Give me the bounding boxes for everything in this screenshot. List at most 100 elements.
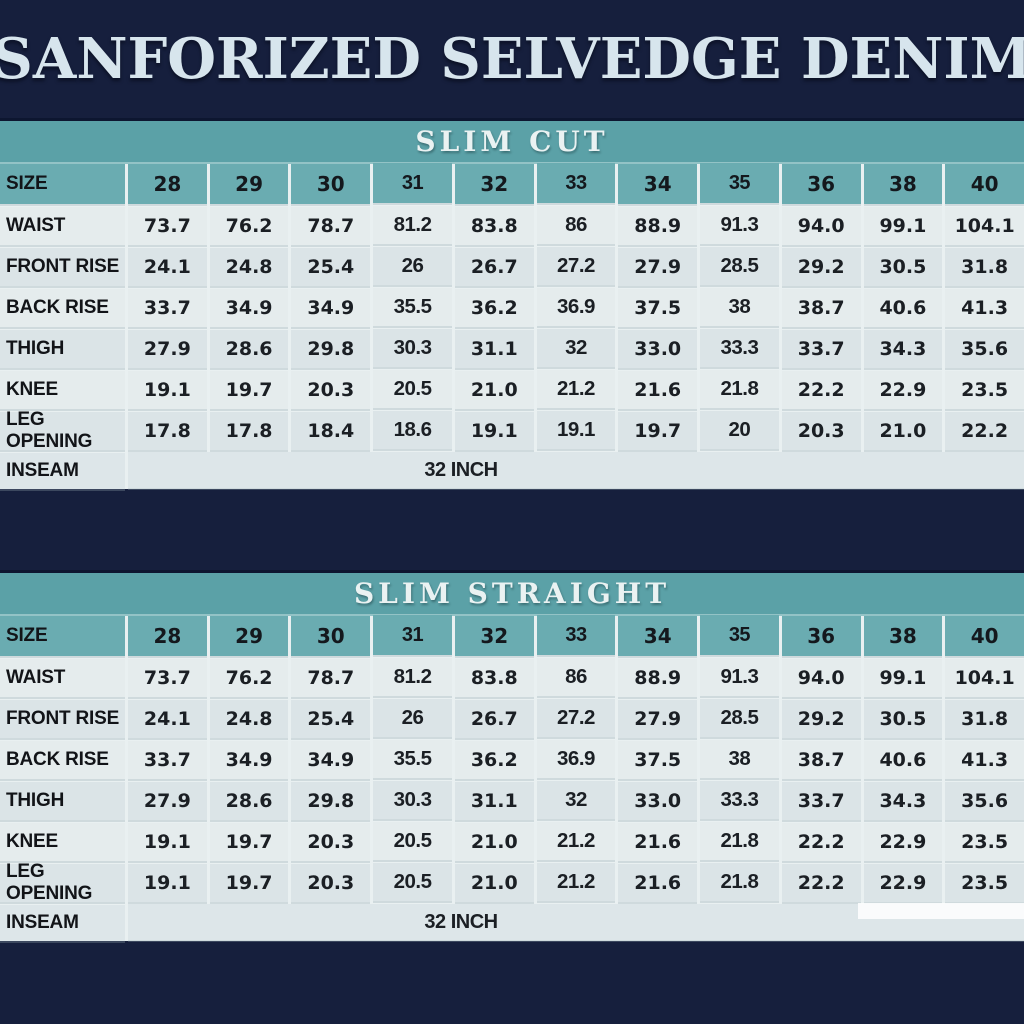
value-cell: 20.3 xyxy=(291,864,371,902)
value-cell: 17.8 xyxy=(209,412,289,450)
slim-cut-table: SLIM CUT SIZE 28 29 30 31 32 33 34 35 36 38 40 WAIST… xyxy=(0,118,1024,489)
value-cell: 22.9 xyxy=(863,371,943,409)
row-label: LEG OPENING xyxy=(0,861,125,904)
value-cell: 83.8 xyxy=(454,207,534,245)
value-cell: 86 xyxy=(536,658,616,696)
value-cell: 19.1 xyxy=(128,823,207,861)
value-cell: 20 xyxy=(700,411,779,449)
size-row-label: SIZE xyxy=(0,164,125,204)
value-cell: 35.5 xyxy=(373,288,452,326)
value-cell: 40.6 xyxy=(863,741,943,779)
size-header-cell: 35 xyxy=(700,163,779,203)
value-cell: 23.5 xyxy=(945,371,1024,409)
value-cell: 35.6 xyxy=(945,330,1024,368)
value-cell: 24.1 xyxy=(128,248,207,286)
value-cell: 21.0 xyxy=(454,864,534,902)
value-cell: 36.9 xyxy=(536,740,616,778)
value-cell: 19.1 xyxy=(536,411,616,449)
size-header-cell: 31 xyxy=(373,615,452,655)
size-header-cell: 38 xyxy=(863,164,943,204)
value-cell: 91.3 xyxy=(700,658,779,696)
value-cell: 21.8 xyxy=(700,370,779,408)
value-cell: 20.3 xyxy=(781,412,861,450)
size-header-cell: 35 xyxy=(700,615,779,655)
size-header-cell: 36 xyxy=(781,164,861,204)
value-cell: 34.3 xyxy=(863,782,943,820)
size-header-cell: 32 xyxy=(454,616,534,656)
row-label: FRONT RISE xyxy=(0,700,125,738)
value-cell: 26 xyxy=(373,247,452,285)
row-label: WAIST xyxy=(0,207,125,245)
value-cell: 37.5 xyxy=(618,741,698,779)
value-cell: 27.9 xyxy=(128,330,207,368)
value-cell: 21.2 xyxy=(536,863,616,901)
value-cell: 28.6 xyxy=(209,330,289,368)
value-cell: 20.3 xyxy=(291,371,371,409)
value-cell: 78.7 xyxy=(291,207,371,245)
value-cell: 73.7 xyxy=(128,659,207,697)
value-cell: 36.2 xyxy=(454,741,534,779)
size-header-cell: 33 xyxy=(536,163,616,203)
value-cell: 32 xyxy=(536,781,616,819)
slim-cut-title-band: SLIM CUT xyxy=(0,121,1024,164)
value-cell: 38 xyxy=(700,288,779,326)
slim-straight-title-band: SLIM STRAIGHT xyxy=(0,573,1024,616)
value-cell: 99.1 xyxy=(863,659,943,697)
value-cell: 27.9 xyxy=(618,700,698,738)
size-header-cell: 30 xyxy=(291,616,371,656)
value-cell: 19.1 xyxy=(128,371,207,409)
value-cell: 99.1 xyxy=(863,207,943,245)
value-cell: 31.1 xyxy=(454,330,534,368)
value-cell: 34.9 xyxy=(209,741,289,779)
size-header-cell: 34 xyxy=(618,616,698,656)
value-cell: 21.2 xyxy=(536,370,616,408)
value-cell: 34.3 xyxy=(863,330,943,368)
value-cell: 88.9 xyxy=(618,207,698,245)
value-cell: 38.7 xyxy=(781,289,861,327)
inseam-label: INSEAM xyxy=(0,905,125,941)
value-cell: 18.4 xyxy=(291,412,371,450)
value-cell: 26 xyxy=(373,699,452,737)
value-cell: 31.1 xyxy=(454,782,534,820)
value-cell: 76.2 xyxy=(209,207,289,245)
value-cell: 29.2 xyxy=(781,248,861,286)
row-label: THIGH xyxy=(0,330,125,368)
row-label: KNEE xyxy=(0,823,125,861)
value-cell: 33.7 xyxy=(128,741,207,779)
value-cell: 94.0 xyxy=(781,207,861,245)
value-cell: 76.2 xyxy=(209,659,289,697)
value-cell: 81.2 xyxy=(373,658,452,696)
size-header-cell: 38 xyxy=(863,616,943,656)
row-label: BACK RISE xyxy=(0,741,125,779)
value-cell: 88.9 xyxy=(618,659,698,697)
value-cell: 22.2 xyxy=(781,864,861,902)
value-cell: 24.8 xyxy=(209,248,289,286)
watermark-remnant xyxy=(858,903,1024,919)
value-cell: 19.7 xyxy=(209,823,289,861)
value-cell: 33.3 xyxy=(700,329,779,367)
value-cell: 30.5 xyxy=(863,700,943,738)
value-cell: 29.2 xyxy=(781,700,861,738)
value-cell: 25.4 xyxy=(291,700,371,738)
row-label: BACK RISE xyxy=(0,289,125,327)
value-cell: 22.2 xyxy=(781,371,861,409)
value-cell: 38.7 xyxy=(781,741,861,779)
value-cell: 34.9 xyxy=(209,289,289,327)
value-cell: 34.9 xyxy=(291,289,371,327)
size-header-cell: 28 xyxy=(128,616,207,656)
page-title: SANFORIZED SELVEDGE DENIM xyxy=(0,26,1024,92)
size-header-cell: 36 xyxy=(781,616,861,656)
value-cell: 28.6 xyxy=(209,782,289,820)
row-label: THIGH xyxy=(0,782,125,820)
value-cell: 22.2 xyxy=(945,412,1024,450)
size-header-cell: 40 xyxy=(945,616,1024,656)
size-header-cell: 40 xyxy=(945,164,1024,204)
value-cell: 19.7 xyxy=(209,864,289,902)
inseam-value: 32 INCH xyxy=(128,452,1024,488)
value-cell: 29.8 xyxy=(291,330,371,368)
value-cell: 18.6 xyxy=(373,411,452,449)
value-cell: 35.5 xyxy=(373,740,452,778)
value-cell: 21.0 xyxy=(454,823,534,861)
value-cell: 31.8 xyxy=(945,248,1024,286)
